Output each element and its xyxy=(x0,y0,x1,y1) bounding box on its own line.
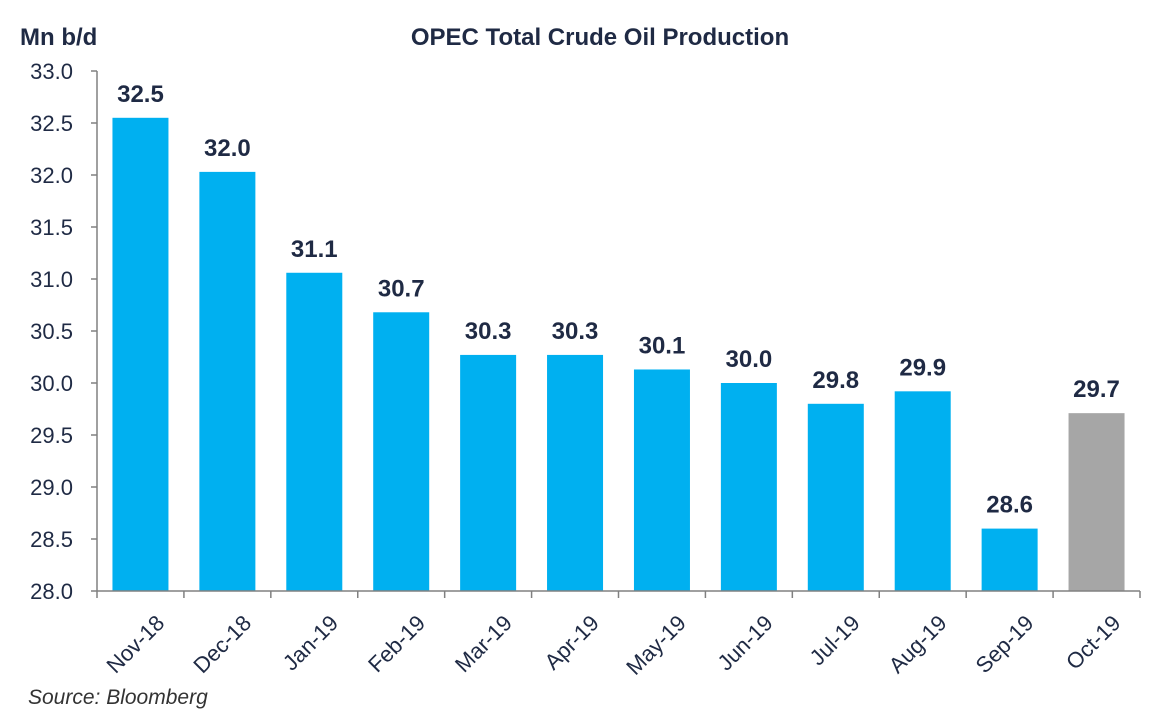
data-label: 29.9 xyxy=(899,354,946,381)
bar-sep-19 xyxy=(981,528,1038,591)
bar-jun-19 xyxy=(720,383,777,591)
x-tick-label: Apr-19 xyxy=(540,610,604,674)
x-tick-label: Dec-18 xyxy=(188,610,256,678)
y-tick-label: 31.5 xyxy=(30,215,73,240)
y-tick-label: 30.5 xyxy=(30,319,73,344)
bar-jul-19 xyxy=(807,403,864,591)
y-tick-label: 32.5 xyxy=(30,111,73,136)
y-tick-label: 33.0 xyxy=(30,59,73,84)
bar-jan-19 xyxy=(286,272,343,591)
y-tick-label: 32.0 xyxy=(30,163,73,188)
data-label: 32.5 xyxy=(117,81,164,108)
x-axis: Nov-18 Dec-18 Jan-19 Feb-19 Mar-19 Apr-19 May-… xyxy=(96,590,1141,680)
y-tick-label: 30.0 xyxy=(30,371,73,396)
x-tick-label: Nov-18 xyxy=(101,610,169,678)
y-tick-label: 28.0 xyxy=(30,579,73,604)
data-label: 30.0 xyxy=(726,346,773,373)
x-tick-label: Sep-19 xyxy=(971,610,1039,678)
x-tick-label: Feb-19 xyxy=(363,610,430,677)
data-labels-group: 32.5 32.0 31.1 30.7 30.3 30.3 30.1 30.0 29.8 29.9… xyxy=(117,81,1120,519)
data-label: 30.1 xyxy=(639,332,686,359)
x-tick-label: May-19 xyxy=(621,610,691,680)
x-tick-label: Oct-19 xyxy=(1061,610,1125,674)
data-label: 30.7 xyxy=(378,275,425,302)
data-label: 30.3 xyxy=(465,318,512,345)
y-axis-label: Mn b/d xyxy=(20,24,98,51)
y-tick-label: 28.5 xyxy=(30,527,73,552)
bars-group xyxy=(112,117,1125,592)
data-label: 28.6 xyxy=(986,492,1033,519)
chart-title: OPEC Total Crude Oil Production xyxy=(410,24,790,51)
data-label: 32.0 xyxy=(204,135,251,162)
data-label: 29.8 xyxy=(812,367,859,394)
data-label: 31.1 xyxy=(291,236,338,263)
x-tick-label: Jul-19 xyxy=(805,610,865,670)
y-tick-label: 29.0 xyxy=(30,475,73,500)
y-axis: 33.0 32.5 32.0 31.5 31.0 30.5 30.0 29.5 29.0 28.5… xyxy=(30,59,98,604)
source-note: Source: Bloomberg xyxy=(28,686,208,709)
bar-apr-19 xyxy=(547,354,604,591)
bar-may-19 xyxy=(633,369,690,591)
x-tick-label: Jan-19 xyxy=(278,610,343,675)
data-label: 30.3 xyxy=(552,318,599,345)
bar-mar-19 xyxy=(460,354,517,591)
bar-nov-18 xyxy=(112,117,169,592)
y-tick-label: 29.5 xyxy=(30,423,73,448)
bar-feb-19 xyxy=(373,312,430,591)
bar-aug-19 xyxy=(894,391,951,591)
bar-dec-18 xyxy=(199,171,256,591)
x-tick-label: Aug-19 xyxy=(884,610,952,678)
x-tick-label: Jun-19 xyxy=(712,610,777,675)
y-tick-label: 31.0 xyxy=(30,267,73,292)
data-label: 29.7 xyxy=(1073,376,1120,403)
bar-oct-19 xyxy=(1068,413,1125,591)
x-tick-label: Mar-19 xyxy=(450,610,517,677)
